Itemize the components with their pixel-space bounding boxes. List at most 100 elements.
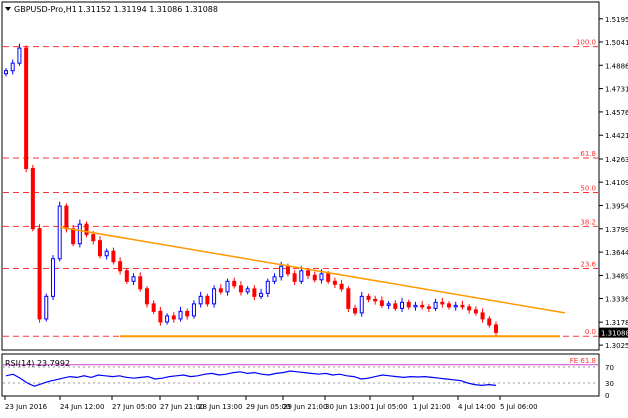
time-tick-label: 29 Jun 05:00 — [246, 403, 290, 411]
price-axis: 1.51950 1.50410 1.48860 1.47310 1.45760 1.442… — [599, 16, 628, 350]
current-price-badge — [599, 327, 628, 338]
candle-body — [379, 300, 384, 306]
fib-level-label: 0.0 — [585, 328, 596, 336]
candle-body — [191, 303, 196, 317]
time-tick-label: 4 Jul 14:00 — [458, 403, 496, 411]
candle-body — [393, 303, 398, 309]
candle-body — [64, 205, 69, 230]
candle-body — [467, 306, 472, 311]
candle-body — [245, 288, 250, 293]
ohlc-values: 1.31152 1.31194 1.31086 1.31088 — [78, 5, 218, 14]
candle-body — [326, 273, 331, 282]
candle-body — [319, 273, 324, 281]
time-tick-label: 1 Jul 21:00 — [413, 403, 451, 411]
candle-body — [346, 288, 351, 309]
candle-body — [487, 318, 492, 326]
triangle-down-icon[interactable] — [5, 7, 11, 11]
candle-body — [480, 312, 485, 320]
rsi-tick-label: 70 — [605, 364, 614, 372]
price-tick-label: 1.44210 — [605, 132, 628, 140]
candle-body — [50, 258, 55, 297]
candle-body — [151, 303, 156, 312]
price-tick-label: 1.47310 — [605, 86, 628, 94]
time-tick-label: 1 Jul 05:00 — [370, 403, 408, 411]
candle-body — [238, 285, 243, 293]
candle-body — [252, 288, 257, 297]
candle-body — [272, 276, 277, 282]
candle-body — [406, 301, 411, 308]
candle-body — [285, 265, 290, 275]
price-tick-label: 1.37990 — [605, 226, 628, 234]
candlesticks — [4, 43, 498, 337]
rsi-tick-label: 30 — [605, 380, 614, 388]
candle-body — [124, 270, 129, 282]
candle-body — [205, 295, 210, 305]
candle-body — [366, 295, 371, 300]
candle-body — [17, 47, 22, 64]
candle-body — [426, 306, 431, 309]
candle-body — [232, 280, 237, 287]
candle-body — [473, 309, 478, 314]
candle-body — [4, 70, 8, 75]
price-tick-label: 1.45760 — [605, 109, 628, 117]
fib-level-label: 38.2 — [580, 218, 596, 226]
candle-body — [447, 303, 452, 308]
descending-trendline — [59, 226, 566, 314]
candle-body — [279, 265, 284, 278]
candle-body — [292, 273, 297, 282]
candle-body — [111, 250, 116, 263]
fib-level-label: 100.0 — [576, 39, 596, 47]
candle-body — [178, 310, 183, 320]
candle-body — [57, 205, 62, 260]
candle-body — [44, 295, 49, 320]
candle-body — [225, 280, 230, 293]
time-tick-label: 28 Jun 13:00 — [198, 403, 242, 411]
candle-body — [158, 310, 163, 323]
candle-body — [104, 250, 109, 257]
candle-body — [306, 270, 311, 276]
price-tick-label: 1.41090 — [605, 179, 628, 187]
candle-body — [185, 310, 190, 317]
candle-body — [198, 295, 203, 305]
candle-body — [71, 228, 76, 245]
main-chart-frame — [1, 1, 600, 351]
candle-body — [494, 324, 498, 333]
fib-level-label: FE 61.8 — [570, 357, 596, 365]
time-tick-label: 23 Jun 2016 — [5, 403, 48, 411]
fib-level-label: 50.0 — [580, 185, 596, 193]
price-tick-label: 1.34890 — [605, 272, 628, 280]
candle-body — [218, 288, 223, 293]
candle-body — [118, 261, 123, 272]
price-tick-label: 1.36440 — [605, 249, 628, 257]
candle-body — [299, 270, 304, 282]
fib-level-label: 23.6 — [580, 261, 596, 269]
candle-body — [413, 304, 418, 308]
time-axis: 23 Jun 2016 24 Jun 12:00 27 Jun 05:00 27 Ju… — [4, 396, 538, 411]
candle-body — [433, 301, 438, 309]
symbol-title: GBPUSD-Pro,H1 — [14, 5, 77, 14]
time-tick-label: 5 Jul 06:00 — [500, 403, 538, 411]
trendlines — [59, 226, 566, 338]
candle-body — [24, 47, 29, 169]
time-tick-label: 27 Jun 21:00 — [160, 403, 204, 411]
candle-body — [312, 274, 317, 281]
rsi-indicator: 70 30 0 — [3, 364, 614, 400]
price-tick-label: 1.30258 — [605, 342, 628, 350]
time-tick-label: 29 Jun 21:00 — [283, 403, 327, 411]
candle-body — [460, 304, 465, 308]
price-tick-label: 1.39540 — [605, 202, 628, 210]
candle-body — [165, 315, 170, 323]
candle-body — [97, 240, 102, 257]
candle-body — [420, 304, 425, 308]
rsi-panel-frame — [1, 353, 600, 397]
time-tick-label: 24 Jun 12:00 — [60, 403, 104, 411]
candle-body — [440, 301, 445, 305]
rsi-title: RSI(14) 23.7992 — [5, 359, 70, 368]
price-tick-label: 1.31785 — [605, 319, 628, 327]
price-tick-label: 1.42630 — [605, 156, 628, 164]
candle-body — [171, 315, 176, 320]
rsi-tick-label: 0 — [605, 392, 609, 400]
candle-body — [359, 295, 364, 314]
